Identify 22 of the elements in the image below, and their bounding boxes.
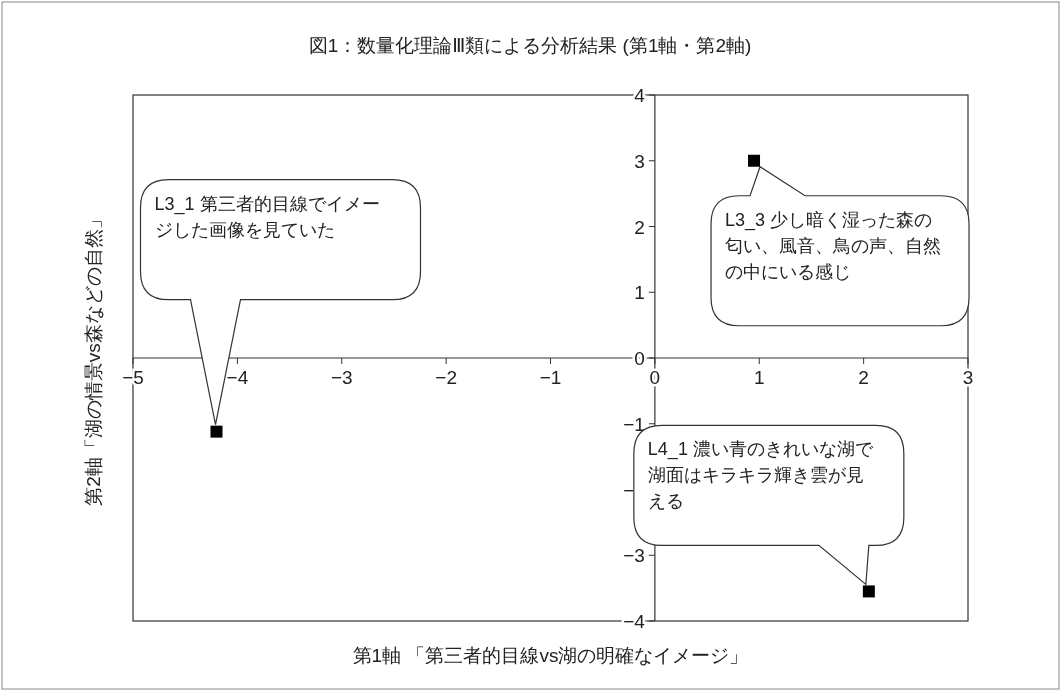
y-tick-label: 0 [634, 348, 645, 369]
y-tick-label: 2 [634, 216, 645, 238]
y-axis-title: 第2軸「湖の情景vs森などの自然」 [83, 210, 104, 506]
x-tick-label: 2 [858, 367, 869, 388]
x-tick-label: −3 [330, 367, 353, 388]
callout: L3_3 少し暗く湿った森の匂い、風音、鳥の声、自然の中にいる感じ [710, 166, 970, 327]
y-tick-label: 3 [634, 150, 645, 172]
y-tick-label: −1 [623, 413, 645, 435]
point [862, 585, 875, 598]
title: 図1：数量化理論Ⅲ類による分析結果 (第1軸・第2軸) [308, 35, 752, 56]
y-tick-label: 1 [634, 282, 645, 304]
x-axis-title: 第1軸 「第三者的目線vs湖の明確なイメージ」 [352, 645, 749, 666]
point [748, 154, 761, 167]
y-tick-label: −3 [623, 545, 645, 567]
x-tick-label: −4 [226, 367, 249, 388]
annotation: L4_1 濃い青のきれいな湖で湖面はキラキラ輝き雲が見える [647, 439, 874, 512]
annotation: L3_1 第三者的目線でイメージした画像を見ていた [154, 193, 380, 240]
x-tick-label: −2 [435, 367, 457, 388]
point [210, 425, 223, 438]
annotation: L3_3 少し暗く湿った森の匂い、風音、鳥の声、自然の中にいる感じ [725, 209, 942, 282]
x-tick-label: 1 [753, 367, 765, 388]
x-tick-label: −1 [539, 367, 562, 388]
